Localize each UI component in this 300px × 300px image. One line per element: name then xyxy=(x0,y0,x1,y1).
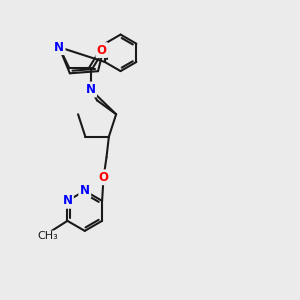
Text: CH₃: CH₃ xyxy=(37,232,58,242)
Text: O: O xyxy=(99,171,109,184)
Text: N: N xyxy=(85,83,96,96)
Text: N: N xyxy=(62,194,72,207)
Text: N: N xyxy=(54,40,64,54)
Text: O: O xyxy=(97,44,107,57)
Text: N: N xyxy=(80,184,90,197)
